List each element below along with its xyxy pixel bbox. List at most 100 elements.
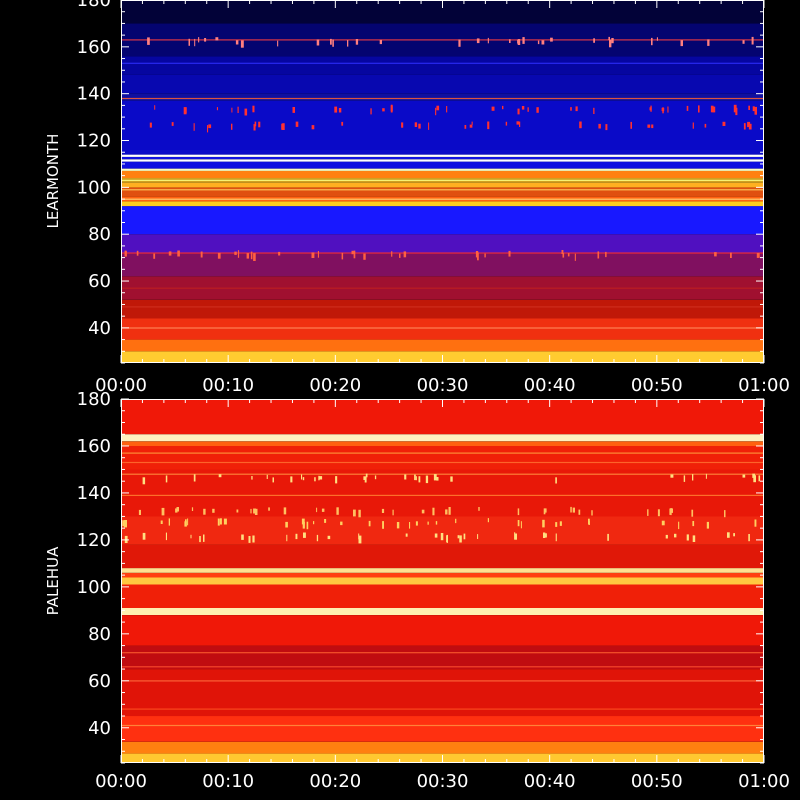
- interference-spike: [542, 40, 545, 44]
- interference-spike: [401, 122, 403, 127]
- spectrum-line: [121, 725, 764, 726]
- interference-spike: [234, 252, 237, 255]
- interference-spike: [254, 124, 256, 130]
- interference-spike: [169, 518, 170, 525]
- spectrum-band: [121, 441, 764, 446]
- interference-spike: [674, 534, 676, 538]
- interference-spike: [749, 124, 752, 130]
- interference-spike: [692, 474, 693, 480]
- spectrum-line: [121, 680, 764, 681]
- x-tick-label: 00:00: [95, 771, 147, 792]
- interference-spike: [562, 250, 564, 254]
- interference-spike: [247, 253, 249, 259]
- interference-spike: [608, 37, 610, 40]
- interference-spike: [518, 508, 520, 515]
- interference-spike: [199, 536, 201, 542]
- interference-spike: [354, 251, 356, 259]
- interference-spike: [428, 522, 429, 525]
- interference-spike: [724, 510, 726, 517]
- interference-spike: [293, 107, 296, 113]
- interference-spike: [313, 521, 314, 524]
- interference-spike: [455, 519, 456, 523]
- interference-spike: [428, 123, 429, 130]
- interference-spike: [671, 508, 673, 513]
- interference-spike: [150, 123, 152, 128]
- interference-spike: [488, 38, 489, 43]
- interference-spike: [238, 107, 239, 113]
- interference-spike: [296, 534, 298, 539]
- interference-spike: [258, 122, 260, 128]
- interference-spike: [734, 105, 737, 113]
- spectrum-band: [121, 742, 764, 754]
- interference-spike: [252, 106, 254, 113]
- interference-spike: [143, 477, 146, 484]
- interference-spike: [391, 251, 392, 257]
- interference-spike: [166, 476, 168, 483]
- interference-spike: [177, 251, 180, 257]
- interference-spike: [436, 106, 439, 111]
- interference-spike: [332, 40, 334, 47]
- interference-spike: [169, 251, 172, 255]
- interference-spike: [382, 509, 384, 513]
- interference-spike: [591, 510, 592, 515]
- y-tick-label: 160: [77, 37, 111, 58]
- spectrum-band: [121, 340, 764, 352]
- spectrum-line: [121, 666, 764, 667]
- interference-spike: [307, 522, 309, 530]
- interference-spike: [426, 476, 428, 484]
- spectrum-line: [121, 495, 764, 496]
- interference-spike: [334, 107, 337, 113]
- interference-spike: [219, 474, 222, 477]
- interference-spike: [342, 253, 344, 260]
- x-tick-label: 00:20: [309, 771, 361, 792]
- interference-spike: [339, 108, 341, 113]
- interference-spike: [759, 475, 761, 481]
- interference-spike: [250, 509, 251, 514]
- spectrum-line: [121, 709, 764, 710]
- interference-spike: [122, 520, 124, 526]
- interference-spike: [203, 535, 205, 542]
- interference-spike: [488, 518, 489, 522]
- interference-spike: [218, 253, 221, 259]
- interference-spike: [267, 475, 268, 479]
- interference-spike: [707, 39, 709, 46]
- spectrum-band: [121, 608, 764, 615]
- spectrum-line: [121, 252, 764, 253]
- interference-spike: [744, 123, 746, 129]
- interference-spike: [733, 533, 735, 536]
- interference-spike: [290, 476, 292, 482]
- interference-spike: [312, 125, 315, 129]
- interference-spike: [611, 38, 613, 43]
- interference-spike: [542, 520, 545, 528]
- interference-spike: [478, 507, 479, 511]
- interference-spike: [224, 519, 227, 525]
- interference-spike: [579, 510, 581, 515]
- interference-spike: [607, 534, 609, 541]
- interference-spike: [692, 521, 694, 526]
- interference-spike: [215, 37, 218, 40]
- interference-spike: [470, 125, 473, 128]
- interference-spike: [753, 106, 755, 111]
- interference-spike: [416, 521, 418, 525]
- interference-spike: [319, 476, 322, 479]
- interference-spike: [322, 509, 325, 512]
- interference-spike: [335, 476, 337, 483]
- y-tick-label: 140: [77, 483, 111, 504]
- interference-spike: [409, 522, 410, 529]
- interference-spike: [657, 37, 658, 41]
- interference-spike: [220, 518, 222, 524]
- y-tick-label: 100: [77, 177, 111, 198]
- interference-spike: [249, 536, 251, 543]
- interference-spike: [536, 107, 538, 113]
- interference-spike: [435, 534, 438, 538]
- interference-spike: [593, 108, 594, 114]
- spectrum-band: [121, 319, 764, 340]
- interference-spike: [191, 535, 192, 539]
- interference-spike: [162, 508, 165, 516]
- interference-spike: [755, 107, 758, 115]
- interference-spike: [204, 38, 206, 42]
- interference-spike: [370, 108, 371, 114]
- interference-spike: [212, 509, 214, 513]
- interference-spike: [418, 124, 420, 129]
